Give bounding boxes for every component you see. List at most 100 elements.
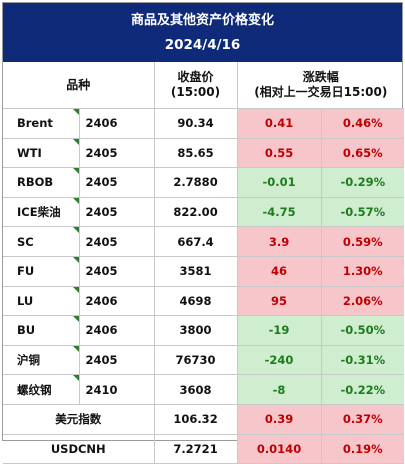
table-row: FU 2405 3581 46 1.30% xyxy=(3,256,405,287)
row-close: 822.00 xyxy=(154,197,238,228)
table-row: USDCNH 7.2721 0.0140 0.19% xyxy=(3,434,405,464)
row-contract-month: 2410 xyxy=(79,374,155,405)
row-contract-month: 2405 xyxy=(79,197,155,228)
header-variety: 品种 xyxy=(3,62,155,109)
row-name-text: RBOB xyxy=(17,175,54,190)
row-name: LU xyxy=(3,286,80,317)
row-close: 667.4 xyxy=(154,226,238,257)
row-change: 0.0140 xyxy=(237,434,322,464)
table-title: 商品及其他资产价格变化 xyxy=(130,13,274,28)
corner-marker-icon xyxy=(72,227,78,234)
row-change: -19 xyxy=(237,315,322,346)
row-change: -0.01 xyxy=(237,167,322,198)
row-name: 螺纹钢 xyxy=(3,374,80,405)
row-name-text: 螺纹钢 xyxy=(17,382,52,397)
row-close: 106.32 xyxy=(154,404,238,435)
row-name-text: BU xyxy=(17,323,36,338)
row-close: 76730 xyxy=(154,345,238,376)
table-row: 美元指数 106.32 0.39 0.37% xyxy=(3,404,405,435)
row-change-pct: 0.65% xyxy=(321,138,405,169)
row-name: Brent xyxy=(3,108,80,139)
row-change: 0.41 xyxy=(237,108,322,139)
row-name-text: LU xyxy=(17,293,34,308)
table-row: ICE柴油 2405 822.00 -4.75 -0.57% xyxy=(3,197,405,228)
header-change-line2: (相对上一交易日15:00) xyxy=(254,85,388,99)
row-close: 3581 xyxy=(154,256,238,287)
table-row: BU 2406 3800 -19 -0.50% xyxy=(3,315,405,346)
table-row: Brent 2406 90.34 0.41 0.46% xyxy=(3,108,405,139)
row-close: 85.65 xyxy=(154,138,238,169)
corner-marker-icon xyxy=(72,375,78,382)
row-contract-month: 2405 xyxy=(79,167,155,198)
row-contract-month: 2405 xyxy=(79,138,155,169)
row-contract-month: 2405 xyxy=(79,256,155,287)
row-change-pct: 0.19% xyxy=(321,434,405,464)
table-row: SC 2405 667.4 3.9 0.59% xyxy=(3,226,405,257)
corner-marker-icon xyxy=(72,197,78,204)
row-change: -4.75 xyxy=(237,197,322,228)
row-change: 0.39 xyxy=(237,404,322,435)
row-close: 2.7880 xyxy=(154,167,238,198)
row-name-text: Brent xyxy=(17,116,53,131)
row-change-pct: -0.22% xyxy=(321,374,405,405)
title-bar: 商品及其他资产价格变化 2024/4/16 xyxy=(3,3,402,62)
row-close: 7.2721 xyxy=(154,434,238,464)
row-change-pct: 0.37% xyxy=(321,404,405,435)
row-name: WTI xyxy=(3,138,80,169)
row-contract-month: 2405 xyxy=(79,345,155,376)
header-change-line1: 涨跌幅 xyxy=(302,70,339,84)
row-change-pct: 1.30% xyxy=(321,256,405,287)
row-change: -8 xyxy=(237,374,322,405)
row-name-text: WTI xyxy=(17,145,42,160)
row-name: 沪铜 xyxy=(3,345,80,376)
corner-marker-icon xyxy=(72,138,78,145)
row-close: 3800 xyxy=(154,315,238,346)
row-change-pct: 0.46% xyxy=(321,108,405,139)
row-contract-month: 2405 xyxy=(79,226,155,257)
corner-marker-icon xyxy=(72,109,78,115)
row-name: BU xyxy=(3,315,80,346)
row-name: FU xyxy=(3,256,80,287)
header-change: 涨跌幅 (相对上一交易日15:00) xyxy=(237,62,405,109)
row-contract-month: 2406 xyxy=(79,286,155,317)
header-close-line2: (15:00) xyxy=(170,85,221,99)
row-name: USDCNH xyxy=(3,434,155,464)
row-name: 美元指数 xyxy=(3,404,155,435)
table-row: LU 2406 4698 95 2.06% xyxy=(3,286,405,317)
row-change: 95 xyxy=(237,286,322,317)
table-row: WTI 2405 85.65 0.55 0.65% xyxy=(3,138,405,169)
corner-marker-icon xyxy=(72,345,78,352)
table-row: 螺纹钢 2410 3608 -8 -0.22% xyxy=(3,374,405,405)
price-table: 品种 收盘价 (15:00) 涨跌幅 (相对上一交易日15:00) Brent 2… xyxy=(3,62,405,464)
header-close-line1: 收盘价 xyxy=(177,70,214,84)
corner-marker-icon xyxy=(72,168,78,175)
header-row: 品种 收盘价 (15:00) 涨跌幅 (相对上一交易日15:00) xyxy=(3,62,405,109)
row-change: 3.9 xyxy=(237,226,322,257)
row-change-pct: -0.29% xyxy=(321,167,405,198)
row-change: 46 xyxy=(237,256,322,287)
row-change-pct: -0.31% xyxy=(321,345,405,376)
table-row: 沪铜 2405 76730 -240 -0.31% xyxy=(3,345,405,376)
header-close: 收盘价 (15:00) xyxy=(154,62,238,109)
row-name-text: 沪铜 xyxy=(17,353,40,368)
row-name-text: ICE柴油 xyxy=(17,205,61,220)
row-contract-month: 2406 xyxy=(79,108,155,139)
row-change-pct: 2.06% xyxy=(321,286,405,317)
row-name-text: SC xyxy=(17,234,34,249)
row-close: 3608 xyxy=(154,374,238,405)
row-contract-month: 2406 xyxy=(79,315,155,346)
row-name: SC xyxy=(3,226,80,257)
row-change-pct: -0.57% xyxy=(321,197,405,228)
table-row: RBOB 2405 2.7880 -0.01 -0.29% xyxy=(3,167,405,198)
table-date: 2024/4/16 xyxy=(164,37,241,53)
row-close: 90.34 xyxy=(154,108,238,139)
row-change-pct: -0.50% xyxy=(321,315,405,346)
corner-marker-icon xyxy=(72,286,78,293)
row-change: -240 xyxy=(237,345,322,376)
corner-marker-icon xyxy=(72,316,78,323)
row-name: RBOB xyxy=(3,167,80,198)
row-change: 0.55 xyxy=(237,138,322,169)
row-name-text: FU xyxy=(17,264,35,279)
row-change-pct: 0.59% xyxy=(321,226,405,257)
